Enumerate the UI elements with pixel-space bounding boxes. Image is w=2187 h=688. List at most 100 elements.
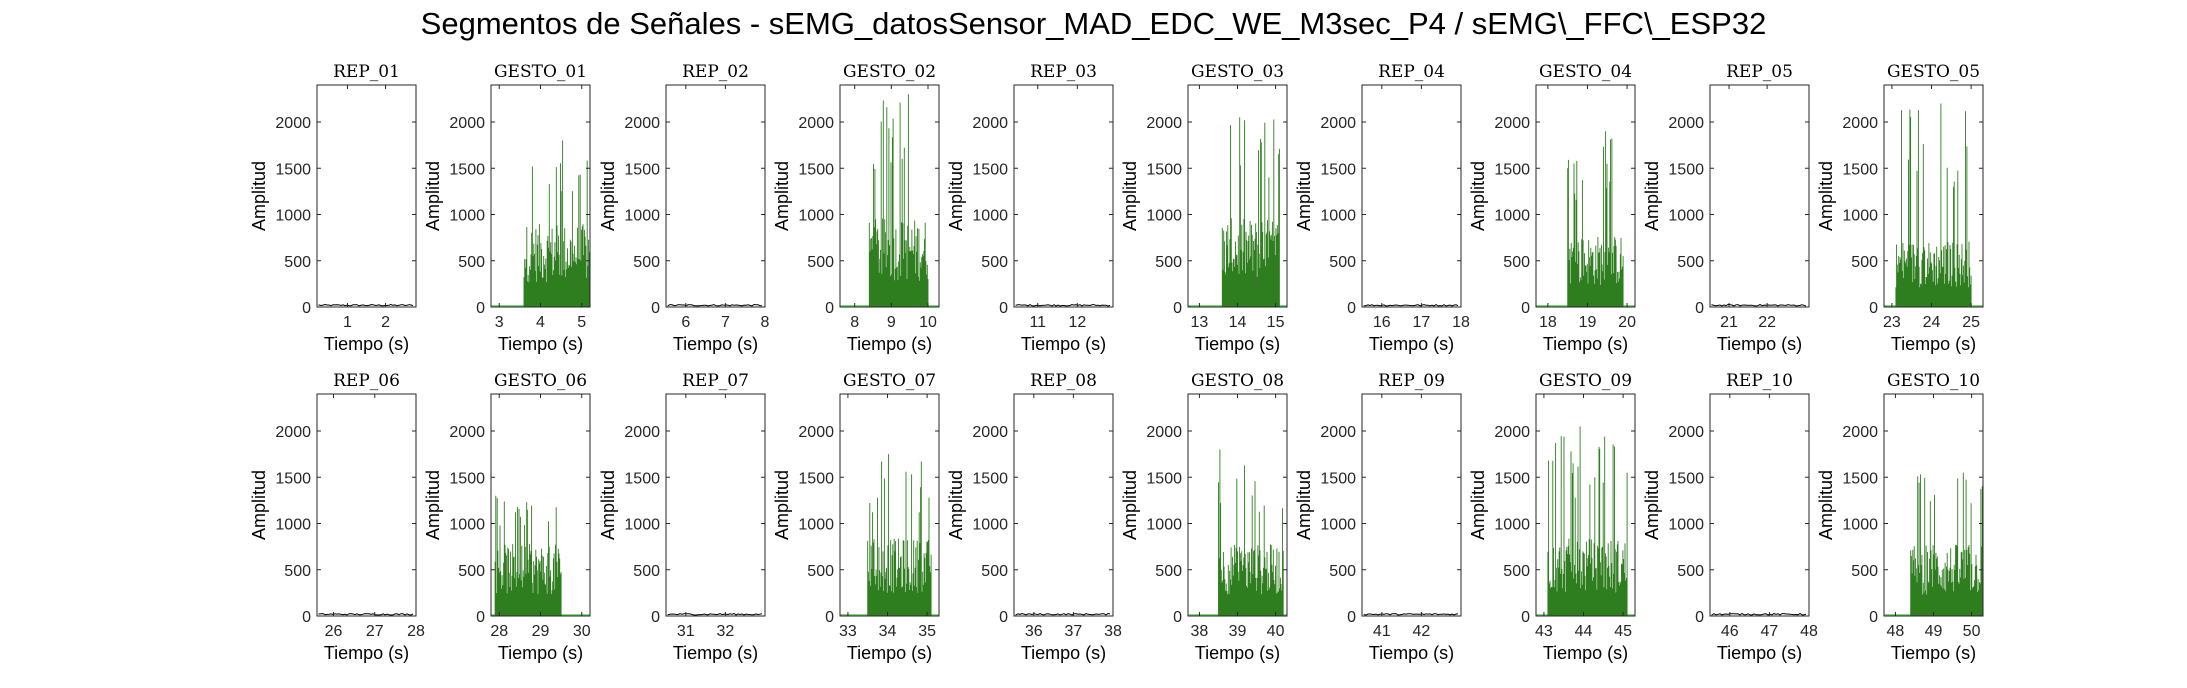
- y-tick-label: 1500: [1146, 470, 1182, 487]
- x-tick-label: 10: [919, 314, 937, 331]
- emg-signal: [523, 140, 591, 307]
- x-tick-label: 39: [1229, 623, 1247, 640]
- y-tick-label: 1000: [1668, 208, 1704, 225]
- signal-trace: [1711, 612, 1807, 616]
- y-tick-label: 2000: [449, 115, 485, 132]
- y-axis-label: Amplitud: [772, 470, 792, 540]
- x-tick-label: 9: [887, 314, 896, 331]
- subplot-title: GESTO_07: [843, 371, 936, 391]
- y-axis-label: Amplitud: [946, 470, 966, 540]
- x-tick-label: 29: [532, 623, 550, 640]
- x-tick-label: 6: [681, 314, 690, 331]
- y-tick-label: 2000: [624, 424, 660, 441]
- x-tick-label: 33: [839, 623, 857, 640]
- subplot-rep-09: 0 500 1000 1500 2000 41 42 Tiempo (s) Amplitud RE…: [1294, 371, 1462, 663]
- signal-trace: [1015, 612, 1111, 616]
- subplot-gesto-04: 0 500 1000 1500 2000 18 19 20 Tiempo (s) Amplitud…: [1468, 62, 1636, 354]
- x-axis-label: Tiempo (s): [324, 334, 409, 354]
- y-tick-label: 0: [1347, 609, 1356, 626]
- x-axis-label: Tiempo (s): [1021, 334, 1106, 354]
- x-tick-label: 48: [1887, 623, 1905, 640]
- x-axis-label: Tiempo (s): [1195, 643, 1280, 663]
- x-axis-label: Tiempo (s): [1891, 643, 1976, 663]
- y-axis-label: Amplitud: [1816, 161, 1836, 231]
- x-tick-label: 22: [1758, 314, 1776, 331]
- y-axis-label: Amplitud: [1294, 470, 1314, 540]
- x-tick-label: 14: [1229, 314, 1247, 331]
- x-tick-label: 16: [1373, 314, 1391, 331]
- subplot-gesto-01: 0 500 1000 1500 2000 3 4 5 Tiempo (s) Amplitud GES…: [423, 62, 591, 354]
- subplot-title: REP_01: [333, 62, 400, 82]
- rest-signal: [1711, 612, 1807, 616]
- y-tick-label: 2000: [449, 424, 485, 441]
- x-tick-label: 5: [577, 314, 586, 331]
- signal-trace: [1884, 472, 1984, 616]
- y-tick-label: 1500: [1494, 161, 1530, 178]
- y-tick-label: 0: [1869, 300, 1878, 317]
- rest-signal: [318, 303, 414, 307]
- x-tick-label: 7: [721, 314, 730, 331]
- signal-trace: [1536, 131, 1635, 307]
- y-tick-label: 500: [1155, 254, 1182, 271]
- y-tick-label: 500: [1503, 563, 1530, 580]
- y-tick-label: 0: [651, 609, 660, 626]
- y-tick-label: 2000: [1494, 115, 1530, 132]
- subplot-title: GESTO_05: [1887, 62, 1980, 82]
- y-tick-label: 1000: [1668, 517, 1704, 534]
- axes-frame: [1361, 393, 1462, 617]
- y-tick-label: 0: [1173, 609, 1182, 626]
- y-tick-label: 2000: [972, 115, 1008, 132]
- x-axis-label: Tiempo (s): [1369, 334, 1454, 354]
- subplot-gesto-07: 0 500 1000 1500 2000 33 34 35 Tiempo (s) Amplitud…: [772, 371, 940, 663]
- subplot-rep-06: 0 500 1000 1500 2000 26 27 28 Tiempo (s) Amplitud…: [249, 371, 425, 663]
- y-axis-label: Amplitud: [1468, 470, 1488, 540]
- signal-trace: [1188, 449, 1287, 616]
- y-tick-label: 500: [633, 254, 660, 271]
- x-tick-label: 2: [381, 314, 390, 331]
- x-tick-label: 40: [1267, 623, 1285, 640]
- subplot-title: GESTO_08: [1191, 371, 1284, 391]
- subplot-title: GESTO_06: [494, 371, 587, 391]
- y-axis-label: Amplitud: [249, 161, 269, 231]
- y-tick-label: 500: [807, 254, 834, 271]
- y-tick-label: 1000: [972, 208, 1008, 225]
- subplot-gesto-09: 0 500 1000 1500 2000 43 44 45 Tiempo (s) Amplitud…: [1468, 371, 1636, 663]
- x-tick-label: 36: [1025, 623, 1043, 640]
- y-tick-label: 0: [1521, 609, 1530, 626]
- subplot-rep-08: 0 500 1000 1500 2000 36 37 38 Tiempo (s) Amplitud…: [946, 371, 1122, 663]
- y-tick-label: 1500: [1494, 470, 1530, 487]
- x-axis-label: Tiempo (s): [1717, 643, 1802, 663]
- y-tick-label: 2000: [1320, 115, 1356, 132]
- axes-frame: [1013, 393, 1114, 617]
- signal-trace: [1363, 304, 1459, 307]
- subplot-rep-03: 0 500 1000 1500 2000 11 12 Tiempo (s) Amplitud RE…: [946, 62, 1114, 354]
- y-tick-label: 0: [1347, 300, 1356, 317]
- subplot-rep-05: 0 500 1000 1500 2000 21 22 Tiempo (s) Amplitud RE…: [1642, 62, 1810, 354]
- y-axis-label: Amplitud: [1642, 161, 1662, 231]
- signal-trace: [840, 94, 939, 307]
- signal-trace: [1363, 613, 1459, 616]
- x-tick-label: 32: [717, 623, 735, 640]
- emg-signal: [1547, 426, 1628, 616]
- y-tick-label: 2000: [1668, 424, 1704, 441]
- x-tick-label: 4: [536, 314, 545, 331]
- subplot-rep-01: 0 500 1000 1500 2000 1 2 Tiempo (s) Amplitud REP_…: [249, 62, 417, 354]
- x-tick-label: 48: [1800, 623, 1818, 640]
- x-tick-label: 23: [1883, 314, 1901, 331]
- y-axis-label: Amplitud: [1294, 161, 1314, 231]
- y-tick-label: 1000: [972, 517, 1008, 534]
- axes-frame: [665, 84, 766, 308]
- rest-signal: [1363, 304, 1459, 307]
- x-axis-label: Tiempo (s): [1891, 334, 1976, 354]
- y-tick-label: 500: [1677, 254, 1704, 271]
- y-tick-label: 2000: [798, 424, 834, 441]
- x-tick-label: 27: [366, 623, 384, 640]
- subplot-title: REP_10: [1726, 371, 1793, 391]
- y-tick-label: 0: [1521, 300, 1530, 317]
- x-tick-label: 24: [1923, 314, 1941, 331]
- y-tick-label: 1500: [1146, 161, 1182, 178]
- signal-trace: [491, 140, 591, 307]
- signal-trace: [667, 303, 763, 307]
- x-tick-label: 12: [1068, 314, 1086, 331]
